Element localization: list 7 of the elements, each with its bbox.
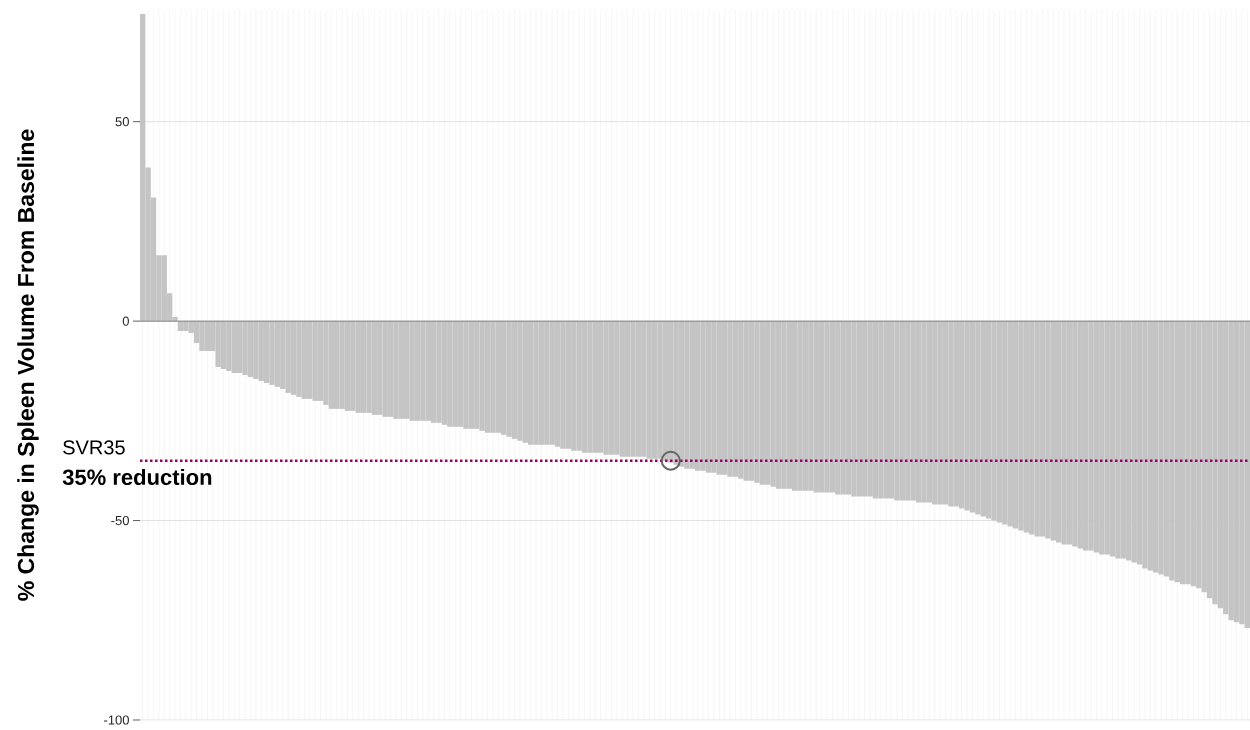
y-tick-label: -50 [111,515,129,526]
y-tick-label: 0 [122,316,129,326]
annotation: 35% reduction [62,468,212,486]
y-axis-title: % Change in Spleen Volume From Baseline [17,129,39,601]
y-tick-label: -100 [104,715,129,725]
y-tick-label: 50 [115,117,129,127]
ref-line-label: SVR35 [63,440,125,455]
